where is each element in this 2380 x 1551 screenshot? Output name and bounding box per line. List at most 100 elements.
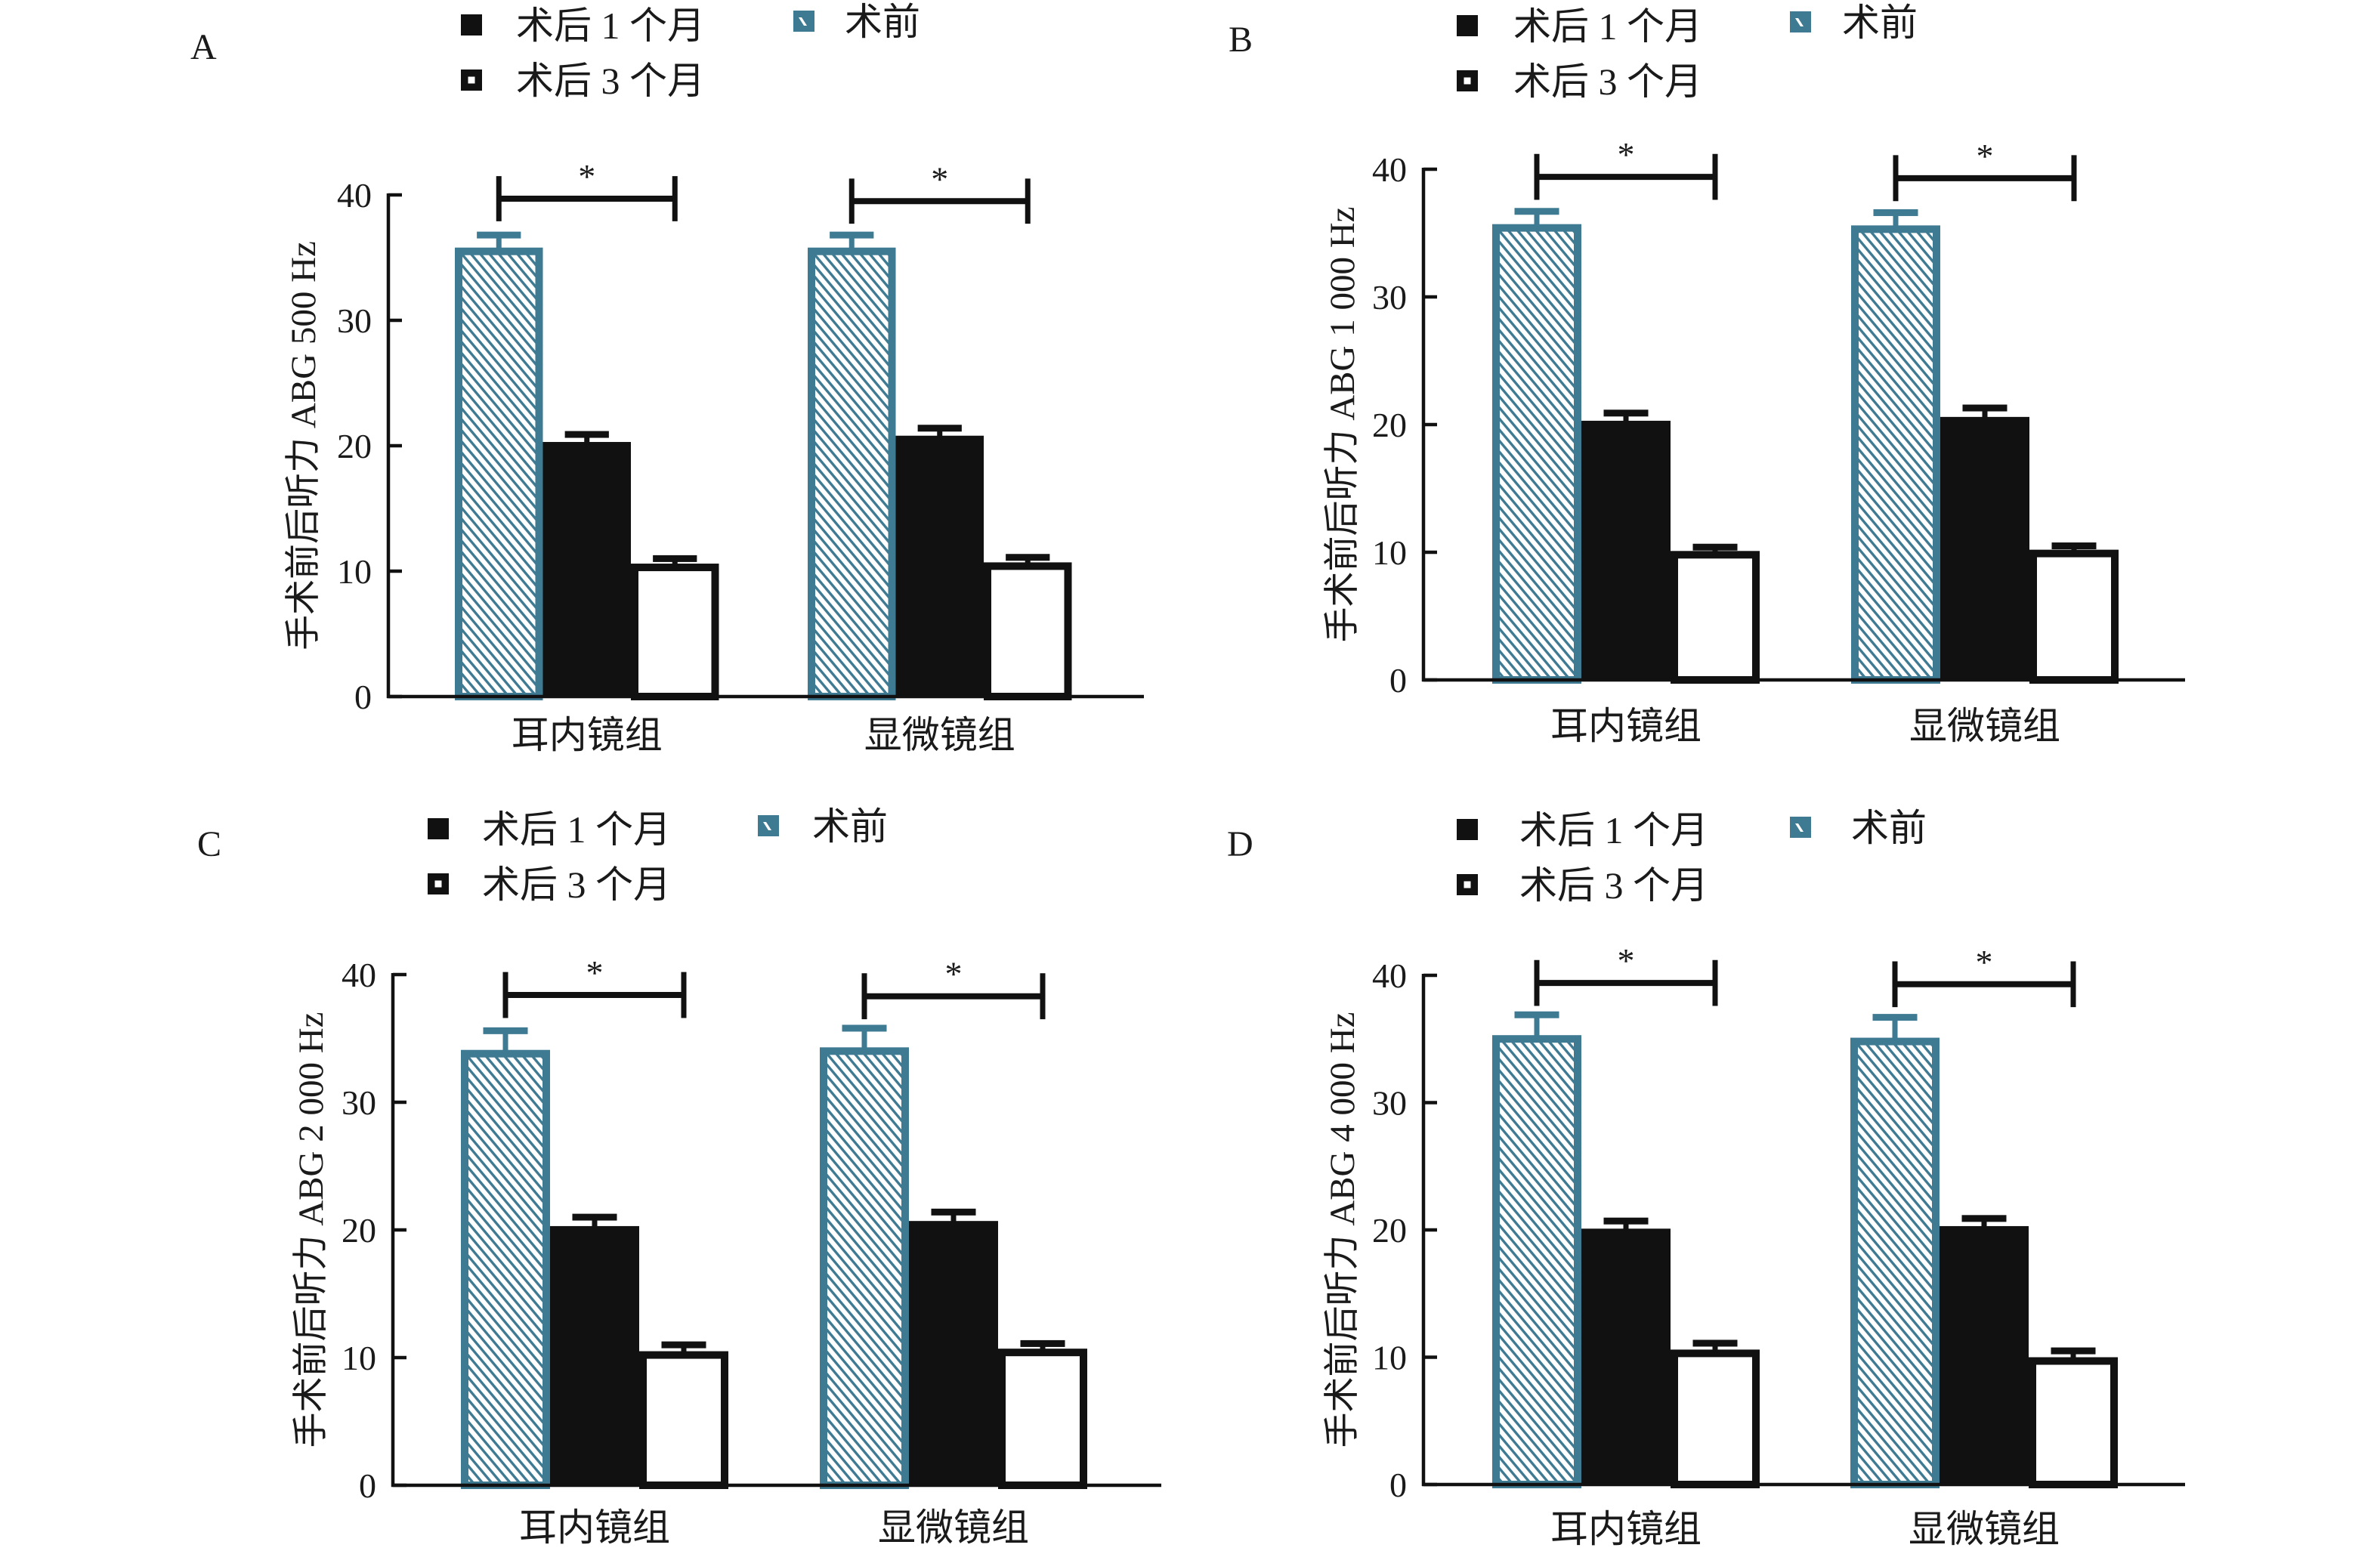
error-bar-stem (1892, 1017, 1898, 1040)
error-bar (1961, 1215, 2007, 1228)
error-bar-stem (1893, 212, 1899, 227)
error-bar-cap (2051, 1347, 2096, 1355)
error-bar-stem (1982, 408, 1988, 419)
y-axis-title: 手术前后听力 ABG 500 Hz (284, 241, 323, 650)
legend-swatch-hollow-center (1464, 881, 1471, 888)
error-bar (1603, 1217, 1649, 1231)
bar (1940, 416, 2029, 680)
y-tick-label: 0 (1389, 661, 1407, 700)
error-bar-cap (917, 425, 962, 432)
error-bar (1873, 209, 1918, 227)
category-label: 显微镜组 (1909, 705, 2060, 747)
significance-bracket: * (496, 157, 678, 221)
error-bar (830, 231, 874, 249)
significance-label: * (1618, 135, 1635, 174)
bar (909, 1221, 998, 1485)
legend-label: 术前 (1851, 807, 1927, 849)
error-bar-stem (1981, 1218, 1987, 1228)
y-tick-label: 20 (1372, 406, 1407, 444)
significance-bracket: * (1534, 135, 1718, 200)
legend-swatch-hatch-mark (1795, 823, 1804, 832)
error-bar (842, 1024, 887, 1049)
category-label: 耳内镜组 (1550, 1508, 1702, 1550)
error-bar-cap (2051, 542, 2097, 550)
legend-label: 术前 (845, 1, 920, 43)
y-tick-label: 40 (337, 176, 372, 215)
y-tick-label: 40 (1372, 956, 1407, 995)
error-bar-cap (1514, 1011, 1559, 1018)
legend-swatch-hollow-center (434, 880, 442, 888)
axes: 0 10 20 30 40 (1372, 150, 2185, 700)
legend-item: 术后 1 个月 (1457, 5, 1702, 48)
error-bar (931, 1208, 976, 1223)
significance-label: * (1976, 943, 1993, 981)
error-bar (1020, 1339, 1065, 1351)
legend-swatch-hatch-mark (1795, 18, 1804, 26)
error-bar (572, 1213, 617, 1228)
legend-label: 术后 1 个月 (1513, 5, 1702, 48)
error-bar-stem (2070, 1351, 2076, 1359)
error-bar (2051, 1347, 2096, 1359)
significance-bracket: * (1892, 943, 2076, 1008)
legend-item: 术后 3 个月 (1457, 60, 1702, 103)
significance-label: * (578, 157, 595, 196)
legend-item: 术前 (758, 805, 888, 848)
error-bar-stem (937, 428, 943, 437)
error-bar-cap (661, 1341, 706, 1349)
bar (895, 435, 984, 697)
legend-label: 术后 3 个月 (1513, 60, 1702, 103)
bars (1492, 1011, 2118, 1489)
error-bar-cap (1872, 1014, 1918, 1021)
panel-letter: C (197, 824, 221, 864)
legend-item: 术后 3 个月 (461, 60, 705, 102)
significance-label: * (1977, 137, 1994, 175)
error-bar-stem (1623, 412, 1629, 422)
panel-letter: A (190, 27, 217, 67)
error-bar-stem (502, 1030, 508, 1052)
y-tick-label: 0 (1389, 1466, 1407, 1504)
legend-label: 术后 3 个月 (516, 60, 705, 102)
y-tick-label: 10 (1372, 1339, 1407, 1377)
category-label: 显微镜组 (878, 1506, 1029, 1549)
error-bar (661, 1341, 706, 1353)
error-bar-cap (1514, 208, 1559, 215)
legend-item: 术后 3 个月 (428, 864, 671, 906)
error-bar-cap (1006, 554, 1050, 561)
bar (1671, 1349, 1760, 1489)
significance-bracket: * (1534, 941, 1718, 1006)
error-bar (477, 231, 521, 249)
error-bar-cap (1873, 209, 1918, 216)
bar (2029, 549, 2119, 684)
error-bar-cap (931, 1208, 976, 1216)
significance-label: * (1618, 941, 1635, 980)
bar (984, 562, 1072, 700)
error-bar-cap (842, 1024, 887, 1032)
bar (550, 1225, 639, 1485)
error-bar-stem (584, 434, 590, 444)
y-tick-label: 30 (342, 1083, 376, 1122)
y-axis-title: 手术前后听力 ABG 4 000 Hz (1323, 1012, 1362, 1447)
significance-label: * (945, 955, 963, 993)
y-tick-label: 20 (337, 427, 372, 465)
error-bar-cap (830, 231, 874, 239)
bar (1851, 225, 1940, 684)
legend-swatch-hollow-center (1464, 77, 1471, 85)
error-bar-stem (496, 235, 502, 249)
y-axis-title: 手术前后听力 ABG 1 000 Hz (1323, 206, 1362, 642)
y-tick-label: 10 (1372, 533, 1407, 572)
legend-item: 术前 (793, 1, 920, 43)
legend-swatch-solid-icon (1457, 819, 1478, 840)
legend-swatch-solid-icon (1457, 15, 1478, 36)
y-tick-label: 0 (354, 678, 372, 716)
error-bar-stem (592, 1217, 598, 1228)
error-bar-cap (653, 555, 697, 562)
category-label: 耳内镜组 (1550, 705, 1702, 747)
